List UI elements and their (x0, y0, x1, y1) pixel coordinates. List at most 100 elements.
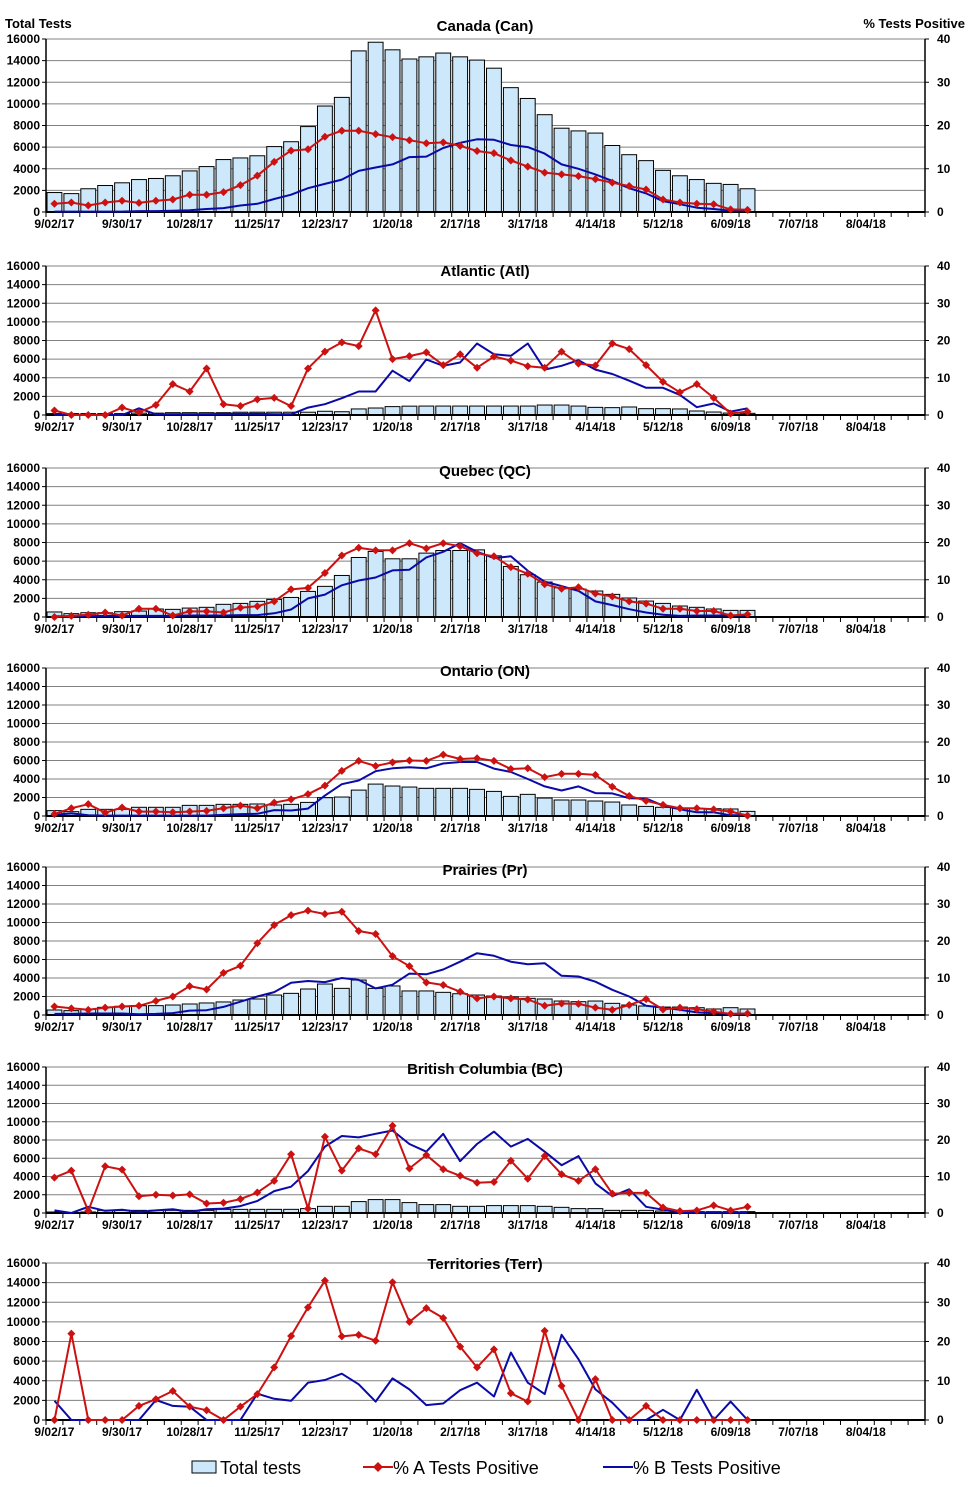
left-tick-label: 0 (33, 205, 40, 219)
series-a-point (354, 543, 363, 552)
x-tick-label: 12/23/17 (302, 1020, 349, 1034)
series-b-line (54, 761, 748, 817)
total-tests-bar (350, 1201, 367, 1214)
series-a-point (405, 962, 414, 971)
x-tick-label: 5/12/18 (643, 1020, 683, 1034)
series-a-point (253, 602, 262, 611)
total-tests-bar (401, 1202, 418, 1214)
series-a-point (574, 359, 583, 368)
series-a-point (456, 1171, 465, 1180)
series-a-point (50, 1002, 59, 1011)
series-a-point (557, 1381, 566, 1390)
x-tick-label: 9/30/17 (102, 1020, 142, 1034)
total-tests-bar (452, 56, 469, 213)
x-tick-label: 2/17/18 (440, 1218, 480, 1232)
panel-title: Canada (Can) (437, 18, 534, 35)
x-tick-label: 6/09/18 (711, 1020, 751, 1034)
series-a-point (439, 981, 448, 990)
left-tick-label: 8000 (13, 1133, 40, 1147)
x-tick-label: 9/30/17 (102, 622, 142, 636)
right-tick-label: 0 (937, 1008, 944, 1022)
left-tick-label: 16000 (7, 860, 41, 874)
series-a-point (675, 1416, 684, 1424)
series-a-point (422, 348, 431, 357)
panel-title: Quebec (QC) (439, 463, 531, 480)
left-tick-label: 12000 (7, 75, 41, 89)
series-a-point (134, 807, 143, 816)
series-a-point (219, 804, 228, 813)
x-tick-label: 9/02/17 (34, 622, 74, 636)
series-a-point (219, 608, 228, 617)
panel-4: 0 2000 4000 6000 8000 10000 12000 14000 16000 0 10… (7, 661, 951, 835)
series-a-point (236, 1402, 245, 1411)
series-a-point (219, 968, 228, 977)
series-a-point (101, 1162, 110, 1171)
left-tick-label: 12000 (7, 897, 41, 911)
left-tick-label: 8000 (13, 934, 40, 948)
x-tick-label: 8/04/18 (846, 622, 886, 636)
series-a-point (692, 1416, 701, 1424)
left-tick-label: 0 (33, 408, 40, 422)
total-tests-bar (333, 796, 350, 817)
series-a-point (405, 136, 414, 145)
series-a-point (422, 756, 431, 765)
right-tick-label: 30 (937, 1295, 951, 1309)
series-a-point (185, 982, 194, 991)
series-a-point (270, 1176, 279, 1185)
series-a-point (236, 961, 245, 970)
x-tick-label: 7/07/18 (778, 622, 818, 636)
x-tick-label: 11/25/17 (234, 217, 280, 231)
panel-title: Atlantic (Atl) (440, 263, 529, 280)
series-a-point (320, 1276, 329, 1285)
right-tick-label: 10 (937, 371, 951, 385)
x-tick-label: 7/07/18 (778, 1218, 818, 1232)
left-tick-label: 14000 (7, 480, 41, 494)
series-a-point (422, 139, 431, 148)
total-tests-bar (655, 169, 671, 213)
x-tick-label: 10/28/17 (166, 1020, 213, 1034)
total-tests-bar (401, 58, 418, 213)
series-a-point (574, 1416, 583, 1424)
x-tick-label: 6/09/18 (711, 1425, 751, 1439)
left-tick-label: 14000 (7, 680, 41, 694)
series-a-point (557, 999, 566, 1008)
series-a-point (743, 610, 752, 619)
series-a-point (84, 1206, 93, 1215)
series-a-point (642, 1188, 651, 1197)
series-a-point (118, 611, 127, 620)
series-a-point (236, 801, 245, 810)
series-a-point (456, 141, 465, 150)
series-a-point (168, 380, 177, 389)
total-tests-bar (266, 146, 283, 213)
left-tick-label: 10000 (7, 517, 41, 531)
series-a-point (642, 796, 651, 805)
right-tick-label: 20 (937, 334, 951, 348)
x-tick-label: 1/20/18 (373, 1020, 413, 1034)
total-tests-bar (469, 549, 485, 618)
left-tick-label: 0 (33, 809, 40, 823)
series-a-point (185, 607, 194, 616)
left-tick-label: 4000 (13, 573, 40, 587)
panel-6: 0 2000 4000 6000 8000 10000 12000 14000 16000 0 10… (7, 1060, 951, 1232)
total-tests-bar (401, 405, 418, 416)
total-tests-bar (384, 1199, 401, 1214)
left-tick-label: 4000 (13, 162, 40, 176)
left-tick-label: 16000 (7, 32, 41, 46)
series-a-point (642, 599, 651, 608)
series-a-point (50, 613, 59, 621)
total-tests-bar (519, 97, 536, 213)
series-a-point (67, 1166, 76, 1175)
x-tick-label: 11/25/17 (234, 821, 280, 835)
series-a-point (489, 352, 498, 361)
series-a-point (202, 1406, 211, 1415)
series-a-point (473, 754, 482, 763)
series-a-point (625, 1188, 634, 1197)
series-a-point (658, 604, 667, 613)
total-tests-bar (502, 405, 519, 416)
series-a-point (608, 782, 617, 791)
right-tick-label: 0 (937, 205, 944, 219)
series-a-point (388, 952, 397, 961)
left-tick-label: 16000 (7, 461, 41, 475)
total-tests-bar (401, 786, 418, 817)
